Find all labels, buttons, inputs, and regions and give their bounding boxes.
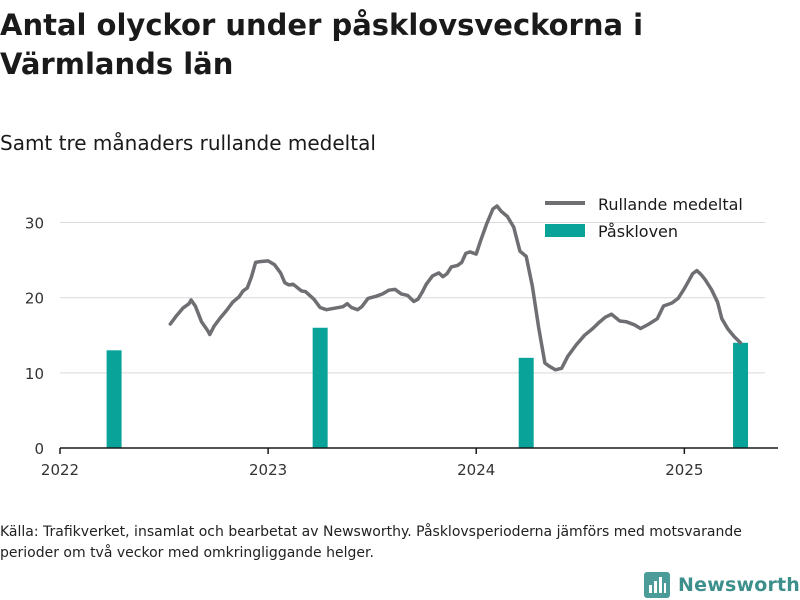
bar-chart-logo-icon bbox=[644, 572, 670, 598]
x-tick-label: 2022 bbox=[41, 461, 79, 479]
bar-pasklov bbox=[312, 327, 328, 448]
legend-label-line: Rullande medeltal bbox=[598, 195, 743, 214]
bar-pasklov bbox=[733, 342, 749, 448]
y-tick-label: 30 bbox=[25, 215, 44, 233]
chart-title: Antal olyckor under påsklovsveckorna i V… bbox=[0, 8, 644, 81]
line-series bbox=[168, 204, 743, 372]
legend-swatch-bar bbox=[545, 224, 585, 237]
x-tick-label: 2024 bbox=[457, 461, 495, 479]
brand-logo: Newsworthy bbox=[644, 570, 800, 600]
rolling-average-line bbox=[168, 204, 743, 372]
x-tick-label: 2025 bbox=[665, 461, 703, 479]
grid-lines bbox=[60, 222, 765, 374]
y-tick-label: 10 bbox=[25, 365, 44, 383]
y-tick-label: 0 bbox=[34, 440, 44, 458]
chart-subtitle: Samt tre månaders rullande medeltal bbox=[0, 131, 376, 155]
bar-pasklov bbox=[518, 357, 534, 448]
brand-name: Newsworthy bbox=[678, 574, 800, 596]
legend-label-bar: Påskloven bbox=[598, 222, 678, 241]
y-tick-label: 20 bbox=[25, 290, 44, 308]
bar-pasklov bbox=[106, 350, 122, 448]
x-tick-label: 2023 bbox=[249, 461, 287, 479]
axes: 0 10 20 30 2022 2023 2024 2025 bbox=[25, 215, 778, 479]
bar-series bbox=[106, 327, 749, 448]
source-note: Källa: Trafikverket, insamlat och bearbe… bbox=[0, 524, 742, 561]
legend: Rullande medeltal Påskloven bbox=[545, 195, 743, 241]
